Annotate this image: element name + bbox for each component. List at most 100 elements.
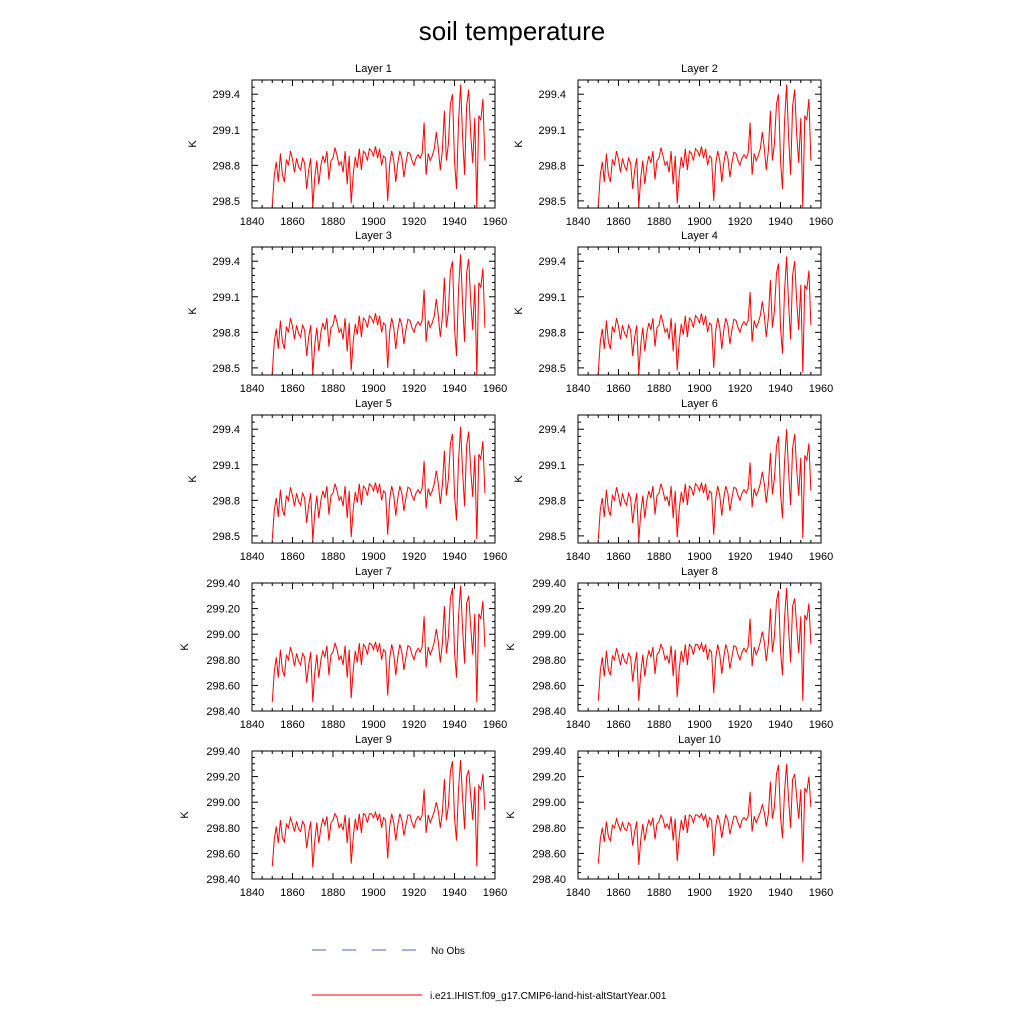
- x-tick-label: 1920: [728, 216, 752, 228]
- panel-title: Layer 3: [355, 230, 392, 242]
- x-tick-label: 1900: [361, 216, 385, 228]
- series-line: [597, 588, 812, 701]
- y-tick-label: 299.4: [538, 89, 566, 101]
- x-tick-label: 1940: [442, 551, 466, 563]
- x-tick-label: 1860: [280, 887, 304, 899]
- x-tick-label: 1920: [402, 887, 426, 899]
- panel-layer-1: Layer 1 1840 1860 1880 1900 1920 1940 1960 298.5…: [187, 63, 507, 228]
- series-line: [271, 84, 486, 209]
- x-tick-label: 1940: [768, 551, 792, 563]
- y-tick-label: 298.40: [206, 874, 240, 886]
- x-tick-label: 1840: [240, 216, 264, 228]
- legend-label-no-obs: No Obs: [431, 946, 465, 957]
- x-tick-label: 1940: [442, 887, 466, 899]
- x-tick-label: 1840: [566, 551, 590, 563]
- panel-layer-7: Layer 7 1840 1860 1880 1900 1920 1940 1960 298.4…: [179, 566, 507, 731]
- series-line: [597, 256, 812, 374]
- x-tick-label: 1920: [402, 383, 426, 395]
- y-axis-label: K: [513, 307, 525, 315]
- y-tick-label: 299.40: [532, 578, 566, 590]
- y-tick-label: 298.5: [212, 531, 240, 543]
- y-tick-label: 298.5: [212, 196, 240, 208]
- x-tick-label: 1900: [687, 887, 711, 899]
- y-tick-label: 299.1: [538, 460, 566, 472]
- panel-layer-4: Layer 4 1840 1860 1880 1900 1920 1940 1960 298.5…: [513, 230, 833, 395]
- y-tick-label: 299.1: [538, 292, 566, 304]
- x-tick-label: 1920: [402, 216, 426, 228]
- x-tick-label: 1960: [483, 887, 507, 899]
- y-axis-label: K: [513, 475, 525, 483]
- x-tick-label: 1860: [606, 887, 630, 899]
- y-tick-label: 298.5: [538, 196, 566, 208]
- y-tick-label: 298.60: [206, 848, 240, 860]
- x-tick-label: 1900: [361, 383, 385, 395]
- x-tick-label: 1960: [809, 216, 833, 228]
- x-tick-label: 1880: [647, 551, 671, 563]
- series-line: [597, 429, 812, 541]
- x-tick-label: 1900: [687, 383, 711, 395]
- y-tick-label: 299.4: [212, 424, 240, 436]
- x-tick-label: 1920: [728, 383, 752, 395]
- x-tick-label: 1860: [280, 551, 304, 563]
- figure-title: soil temperature: [419, 16, 605, 46]
- x-tick-label: 1840: [240, 719, 264, 731]
- y-tick-label: 298.8: [538, 327, 566, 339]
- x-tick-label: 1960: [483, 383, 507, 395]
- legend-label-model-run: i.e21.IHIST.f09_g17.CMIP6-land-hist-altS…: [430, 991, 667, 1002]
- y-tick-label: 299.1: [212, 292, 240, 304]
- panel-title: Layer 9: [355, 734, 392, 746]
- y-tick-label: 299.20: [532, 604, 566, 616]
- x-tick-label: 1900: [361, 887, 385, 899]
- panel-title: Layer 2: [681, 63, 718, 75]
- x-tick-label: 1880: [321, 887, 345, 899]
- x-tick-label: 1960: [483, 216, 507, 228]
- y-axis-label: K: [187, 475, 199, 483]
- x-tick-label: 1920: [402, 719, 426, 731]
- x-tick-label: 1940: [768, 887, 792, 899]
- y-tick-label: 298.80: [532, 655, 566, 667]
- x-tick-label: 1900: [361, 719, 385, 731]
- y-tick-label: 299.4: [212, 256, 240, 268]
- x-tick-label: 1840: [240, 551, 264, 563]
- y-tick-label: 298.5: [538, 531, 566, 543]
- x-tick-label: 1940: [442, 719, 466, 731]
- y-tick-label: 299.20: [206, 604, 240, 616]
- plot-frame: [251, 750, 496, 880]
- panel-layer-6: Layer 6 1840 1860 1880 1900 1920 1940 1960 298.5…: [513, 398, 833, 563]
- panel-layer-3: Layer 3 1840 1860 1880 1900 1920 1940 1960 298.5…: [187, 230, 507, 395]
- y-axis-label: K: [505, 643, 517, 651]
- x-tick-label: 1880: [321, 551, 345, 563]
- y-tick-label: 299.00: [206, 629, 240, 641]
- legend: No Obs i.e21.IHIST.f09_g17.CMIP6-land-hi…: [312, 946, 667, 1002]
- panel-title: Layer 4: [681, 230, 718, 242]
- y-tick-label: 298.80: [532, 823, 566, 835]
- x-tick-label: 1920: [402, 551, 426, 563]
- panel-layer-5: Layer 5 1840 1860 1880 1900 1920 1940 1960 298.5…: [187, 398, 507, 563]
- x-tick-label: 1900: [687, 551, 711, 563]
- series-line: [597, 763, 812, 865]
- x-tick-label: 1860: [280, 383, 304, 395]
- y-tick-label: 299.1: [212, 125, 240, 137]
- y-tick-label: 299.00: [532, 797, 566, 809]
- y-tick-label: 298.8: [538, 495, 566, 507]
- panel-layer-10: Layer 10 1840 1860 1880 1900 1920 1940 1960 298.…: [505, 734, 833, 899]
- x-tick-label: 1860: [280, 216, 304, 228]
- x-tick-label: 1940: [768, 383, 792, 395]
- x-tick-label: 1860: [280, 719, 304, 731]
- y-tick-label: 298.80: [206, 823, 240, 835]
- plot-frame: [577, 79, 822, 209]
- series-line: [271, 426, 486, 541]
- x-tick-label: 1940: [768, 216, 792, 228]
- y-tick-label: 298.40: [532, 874, 566, 886]
- y-axis-label: K: [513, 140, 525, 148]
- series-line: [271, 254, 486, 376]
- series-line: [271, 585, 486, 703]
- x-tick-label: 1960: [809, 383, 833, 395]
- plot-frame: [577, 750, 822, 880]
- x-tick-label: 1960: [809, 719, 833, 731]
- x-tick-label: 1960: [809, 887, 833, 899]
- y-axis-label: K: [505, 811, 517, 819]
- x-tick-label: 1840: [566, 216, 590, 228]
- y-tick-label: 298.60: [206, 680, 240, 692]
- x-tick-label: 1920: [728, 887, 752, 899]
